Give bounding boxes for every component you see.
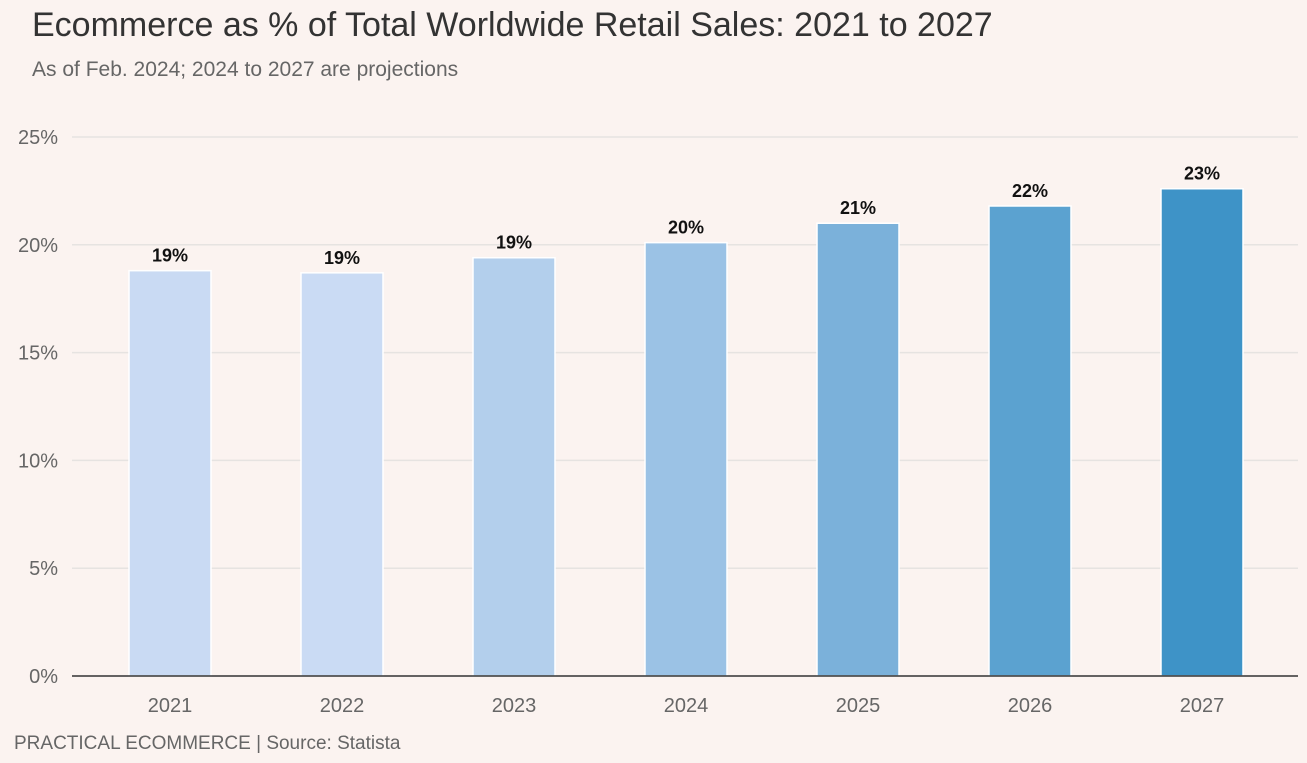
data-label-2025: 21%	[840, 198, 876, 218]
bar-2026	[988, 205, 1072, 677]
y-axis-ticks: 0% 5% 10% 15% 20% 25%	[18, 127, 58, 688]
y-tick-label: 20%	[18, 235, 58, 257]
x-tick-label: 2021	[148, 695, 193, 717]
bar-2021	[128, 269, 212, 677]
x-tick-label: 2024	[664, 695, 709, 717]
data-label-2027: 23%	[1184, 164, 1220, 184]
x-tick-label: 2025	[836, 695, 881, 717]
y-tick-label: 25%	[18, 127, 58, 149]
y-tick-label: 0%	[29, 666, 58, 688]
y-tick-label: 10%	[18, 450, 58, 472]
data-label-2024: 20%	[668, 218, 704, 238]
x-tick-label: 2022	[320, 695, 365, 717]
data-label-2026: 22%	[1012, 181, 1048, 201]
bar-2022	[300, 272, 384, 677]
data-label-2023: 19%	[496, 233, 532, 253]
y-tick-label: 5%	[29, 558, 58, 580]
source-footer: PRACTICAL ECOMMERCE | Source: Statista	[14, 733, 401, 754]
chart-title: Ecommerce as % of Total Worldwide Retail…	[32, 6, 993, 44]
data-label-2021: 19%	[152, 246, 188, 266]
chart-subtitle: As of Feb. 2024; 2024 to 2027 are projec…	[32, 58, 459, 81]
data-labels: 19% 19% 19% 20% 21% 22% 23%	[152, 164, 1220, 268]
bars	[128, 187, 1244, 677]
bar-2024	[644, 241, 728, 677]
x-tick-label: 2027	[1180, 695, 1225, 717]
data-label-2022: 19%	[324, 248, 360, 268]
x-tick-label: 2026	[1008, 695, 1053, 717]
bar-2025	[816, 222, 900, 677]
x-tick-label: 2023	[492, 695, 537, 717]
bar-2027	[1160, 187, 1244, 677]
y-tick-label: 15%	[18, 343, 58, 365]
x-axis-ticks: 2021 2022 2023 2024 2025 2026 2027	[148, 695, 1225, 717]
bar-2023	[472, 256, 556, 677]
